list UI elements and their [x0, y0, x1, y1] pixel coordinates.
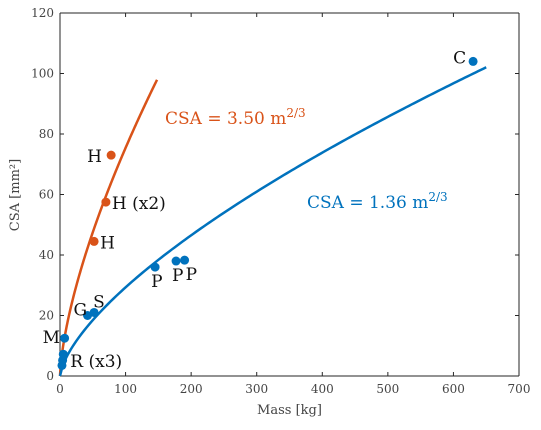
equation-label-blue: CSA = 1.36 m2/3	[307, 190, 448, 213]
fit-curve-0	[60, 80, 157, 376]
x-tick-label: 400	[311, 382, 334, 396]
data-point	[469, 57, 478, 66]
equation-exponent: 2/3	[286, 106, 305, 120]
point-label: R (x3)	[70, 352, 122, 372]
y-tick-label: 80	[39, 127, 54, 141]
y-axis-title: CSA [mm²]	[8, 159, 23, 231]
x-tick-label: 300	[245, 382, 268, 396]
x-tick-label: 700	[508, 382, 531, 396]
point-label: P	[186, 265, 197, 285]
point-label: H	[100, 233, 115, 253]
equation-text: CSA = 1.36 m	[307, 193, 428, 213]
y-tick-label: 100	[31, 67, 54, 81]
point-label: G	[74, 301, 88, 321]
point-label: H (x2)	[112, 194, 166, 214]
y-tick-label: 20	[39, 309, 54, 323]
point-label: S	[93, 292, 105, 312]
point-label: P	[172, 266, 183, 286]
data-point	[101, 198, 110, 207]
y-tick-label: 60	[39, 188, 54, 202]
equation-text: CSA = 3.50 m	[165, 109, 286, 129]
x-axis-title: Mass [kg]	[257, 403, 322, 418]
y-tick-label: 40	[39, 248, 54, 262]
equation-label-orange: CSA = 3.50 m2/3	[165, 106, 306, 129]
data-point	[172, 257, 181, 266]
point-label: C	[453, 48, 466, 68]
data-point	[57, 361, 66, 370]
x-tick-label: 200	[180, 382, 203, 396]
x-tick-label: 600	[442, 382, 465, 396]
point-label: M	[43, 328, 60, 348]
x-tick-label: 100	[114, 382, 137, 396]
x-tick-label: 500	[376, 382, 399, 396]
point-label: P	[151, 272, 162, 292]
data-point	[90, 237, 99, 246]
equation-exponent: 2/3	[428, 190, 447, 204]
data-point	[180, 256, 189, 265]
data-point	[151, 263, 160, 272]
data-point	[107, 151, 116, 160]
x-tick-label: 0	[56, 382, 64, 396]
data-point	[60, 334, 69, 343]
y-tick-label: 120	[31, 6, 54, 20]
equation-labels: CSA = 3.50 m2/3 CSA = 1.36 m2/3	[165, 106, 448, 213]
y-tick-label: 0	[46, 369, 54, 383]
point-label: H	[87, 147, 102, 167]
